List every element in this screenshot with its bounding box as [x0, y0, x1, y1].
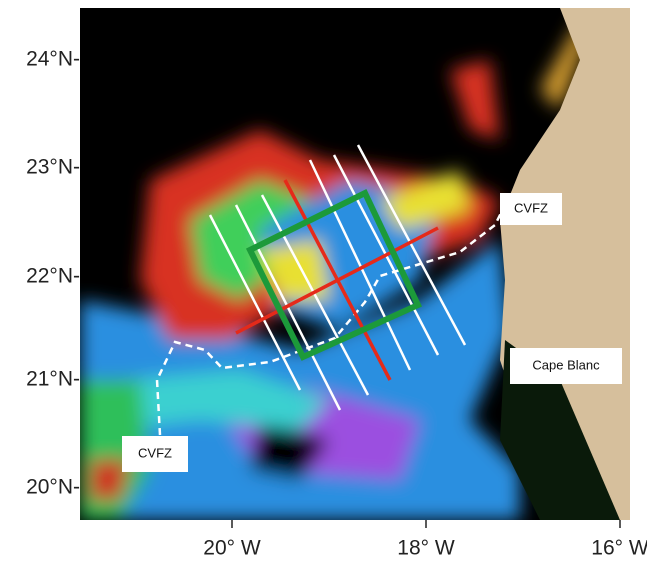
annotation: Cape Blanc	[532, 357, 600, 372]
x-tick-label: 16° W	[591, 537, 647, 560]
map-figure: 24°N- 23°N- 22°N- 21°N- 20°N- 20° W 18° W 16° W…	[0, 0, 647, 562]
y-tick-label: 20°N-	[26, 476, 80, 499]
x-tick-label: 18° W	[397, 537, 455, 560]
y-tick-label: 21°N-	[26, 368, 80, 391]
y-tick-label: 23°N-	[26, 156, 80, 179]
annotation: CVFZ	[514, 200, 548, 215]
y-tick-label: 22°N-	[26, 265, 80, 288]
x-tick-label: 20° W	[203, 537, 261, 560]
y-tick-label: 24°N-	[26, 48, 80, 71]
annotation: CVFZ	[138, 445, 172, 460]
